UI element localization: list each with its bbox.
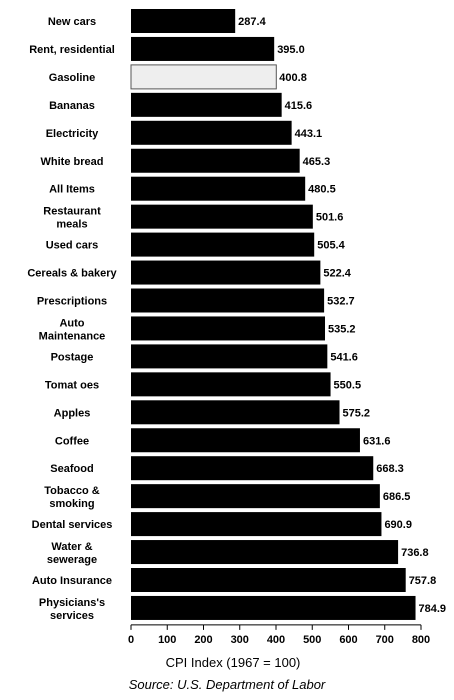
x-tick-label-2: 200	[194, 634, 212, 646]
value-label-9: 522.4	[323, 268, 351, 280]
value-labels: 287.4 395.0 400.8 415.6 443.1 465.3 480.5 501.6…	[238, 16, 446, 615]
x-tick-label-5: 500	[303, 634, 321, 646]
category-label-4: Electricity	[46, 128, 99, 140]
category-label-8: Used cars	[46, 240, 99, 252]
category-label-18: Dental services	[32, 519, 113, 531]
bar-16	[131, 456, 374, 481]
category-label-20: Auto Insurance	[32, 575, 112, 587]
value-label-18: 690.9	[384, 519, 412, 531]
value-label-1: 395.0	[277, 44, 305, 56]
x-tick-label-0: 0	[128, 634, 134, 646]
bar-3	[131, 92, 282, 117]
value-label-12: 541.6	[330, 351, 358, 363]
value-label-6: 480.5	[308, 184, 336, 196]
value-label-0: 287.4	[238, 16, 266, 28]
category-label-2: Gasoline	[49, 72, 95, 84]
value-label-10: 532.7	[327, 296, 355, 308]
bar-15	[131, 428, 360, 453]
value-label-20: 757.8	[409, 575, 437, 587]
x-tick-label-6: 600	[339, 634, 357, 646]
bar-19	[131, 540, 399, 565]
x-tick-label-4: 400	[267, 634, 285, 646]
category-label-0: New cars	[48, 16, 96, 28]
bar-10	[131, 288, 325, 313]
bar-8	[131, 232, 315, 257]
value-label-11: 535.2	[328, 323, 356, 335]
bar-14	[131, 400, 340, 425]
x-axis-ticks: 0 100 200 300 400 500 600 700 800	[128, 624, 430, 646]
bar-20	[131, 568, 406, 592]
value-label-5: 465.3	[303, 156, 331, 168]
category-label-13: Tomat oes	[45, 379, 99, 391]
category-label-19: Water & sewerage	[47, 541, 97, 566]
bar-4	[131, 120, 292, 145]
category-label-17: Tobacco & smoking	[44, 485, 99, 510]
bar-17	[131, 484, 380, 509]
value-label-17: 686.5	[383, 491, 411, 503]
category-label-9: Cereals & bakery	[27, 268, 117, 280]
category-label-1: Rent, residential	[29, 44, 115, 56]
category-label-12: Postage	[51, 351, 94, 363]
value-label-4: 443.1	[295, 128, 323, 140]
bar-12	[131, 344, 328, 369]
category-label-7: Restaurant meals	[43, 206, 101, 231]
value-label-15: 631.6	[363, 435, 391, 447]
bar-18	[131, 512, 382, 537]
category-label-15: Coffee	[55, 435, 89, 447]
bar-13	[131, 372, 331, 397]
value-label-21: 784.9	[419, 603, 447, 615]
category-label-10: Prescriptions	[37, 296, 107, 308]
category-label-11: Auto Maintenance	[39, 317, 106, 342]
category-labels: New cars Rent, residential Gasoline Bananas…	[27, 16, 117, 622]
value-label-13: 550.5	[334, 379, 362, 391]
bar-5	[131, 148, 300, 173]
source-note: Source: U.S. Department of Labor	[129, 677, 326, 692]
x-tick-label-3: 300	[231, 634, 249, 646]
x-tick-label-1: 100	[158, 634, 176, 646]
bar-11	[131, 316, 326, 341]
category-label-3: Bananas	[49, 100, 95, 112]
category-label-16: Seafood	[50, 463, 93, 475]
x-axis-label: CPI Index (1967 = 100)	[166, 655, 301, 670]
value-label-8: 505.4	[317, 240, 345, 252]
value-label-2: 400.8	[279, 72, 307, 84]
value-label-19: 736.8	[401, 547, 429, 559]
bar-9	[131, 260, 321, 285]
value-label-7: 501.6	[316, 212, 344, 224]
x-tick-label-7: 700	[376, 634, 394, 646]
category-label-6: All Items	[49, 184, 95, 196]
category-label-21: Physicians's services	[39, 597, 105, 622]
bar-2	[130, 64, 277, 90]
value-label-14: 575.2	[343, 407, 371, 419]
bar-0	[131, 9, 236, 33]
bar-1	[131, 36, 275, 61]
bar-6	[131, 176, 306, 201]
value-label-16: 668.3	[376, 463, 404, 475]
category-label-5: White bread	[41, 156, 104, 168]
category-label-14: Apples	[54, 407, 91, 419]
bar-group	[130, 9, 416, 620]
bar-7	[131, 204, 313, 229]
value-label-3: 415.6	[285, 100, 313, 112]
bar-21	[131, 595, 416, 620]
x-tick-label-8: 800	[412, 634, 430, 646]
